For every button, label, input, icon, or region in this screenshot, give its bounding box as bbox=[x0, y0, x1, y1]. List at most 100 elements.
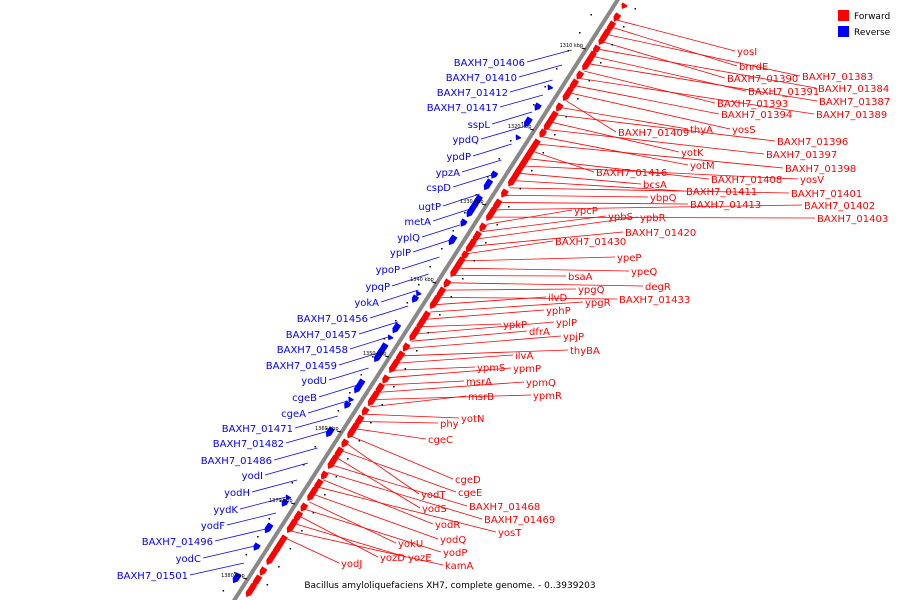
forward-gene-arrow bbox=[515, 158, 528, 176]
track-dot bbox=[383, 338, 386, 340]
label-leader-line bbox=[495, 204, 803, 211]
forward-gene-arrow bbox=[509, 178, 516, 186]
reverse-gene-label: BAXH7_01459 bbox=[266, 361, 337, 372]
track-dot bbox=[395, 320, 397, 322]
reverse-gene-arrow bbox=[325, 426, 335, 438]
track-dot bbox=[487, 176, 489, 178]
label-leader-line bbox=[406, 335, 562, 349]
legend-forward-swatch bbox=[838, 10, 849, 21]
forward-gene-label: bcsA bbox=[643, 180, 667, 191]
forward-gene-label: ypbS bbox=[608, 212, 633, 223]
reverse-gene-label: yydK bbox=[213, 505, 238, 516]
label-leader-line bbox=[264, 462, 308, 476]
label-leader-line bbox=[458, 267, 630, 272]
track-dot bbox=[508, 206, 510, 208]
forward-gene-label: ypmQ bbox=[526, 378, 556, 389]
forward-gene-label: ypmP bbox=[513, 364, 541, 375]
forward-gene-label: yodJ bbox=[341, 559, 362, 570]
label-leader-line bbox=[588, 63, 818, 102]
reverse-gene-arrow bbox=[523, 116, 533, 128]
reverse-gene-arrow bbox=[233, 572, 242, 583]
track-dot bbox=[450, 296, 453, 298]
tick-mark bbox=[384, 355, 389, 358]
label-leader-line bbox=[391, 273, 429, 287]
label-leader-line bbox=[514, 180, 685, 192]
forward-gene-arrow bbox=[436, 286, 447, 299]
forward-gene-label: ypgQ bbox=[578, 285, 605, 296]
tick-label-1330-kbp: 1330 kbp bbox=[460, 199, 484, 205]
reverse-gene-label: yokA bbox=[354, 298, 379, 309]
label-leader-line bbox=[365, 413, 460, 419]
reverse-gene-arrow bbox=[491, 170, 499, 179]
forward-gene-arrow bbox=[486, 214, 493, 222]
label-leader-line bbox=[430, 301, 584, 313]
reverse-gene-label: ypzA bbox=[436, 168, 461, 179]
forward-gene-label: BAXH7_01384 bbox=[818, 84, 889, 95]
track-dot bbox=[556, 68, 558, 70]
forward-gene-label: yodP bbox=[443, 548, 467, 559]
forward-gene-label: yodQ bbox=[440, 535, 466, 546]
tick-label-1340-kbp: 1340 kbp bbox=[410, 277, 434, 283]
label-leader-line bbox=[285, 430, 329, 444]
forward-gene-label: thyA bbox=[690, 125, 713, 136]
reverse-gene-label: ypoP bbox=[376, 265, 400, 276]
track-dot bbox=[404, 368, 407, 370]
track-dot bbox=[278, 566, 280, 568]
forward-gene-arrow bbox=[562, 94, 569, 102]
track-dot bbox=[590, 14, 593, 16]
label-leader-line bbox=[444, 288, 577, 291]
reverse-gene-label: ypdQ bbox=[453, 135, 480, 146]
label-leader-line bbox=[379, 381, 525, 393]
forward-gene-label: bnrdE bbox=[739, 62, 768, 73]
track-dot bbox=[222, 590, 225, 592]
label-leader-line bbox=[189, 562, 245, 576]
forward-gene-arrow bbox=[367, 394, 378, 407]
forward-gene-label: yosI bbox=[737, 47, 757, 58]
forward-gene-label: BAXH7_01403 bbox=[817, 214, 888, 225]
forward-gene-arrow bbox=[429, 302, 436, 310]
reverse-gene-label: BAXH7_01456 bbox=[297, 314, 368, 325]
track-dot bbox=[418, 284, 420, 286]
forward-gene-label: cgeC bbox=[428, 435, 453, 446]
forward-gene-arrow bbox=[361, 406, 370, 416]
track-dot bbox=[496, 224, 499, 226]
label-leader-line bbox=[401, 256, 440, 270]
label-leader-line bbox=[251, 479, 298, 493]
reverse-gene-arrow bbox=[547, 84, 554, 91]
track-dot bbox=[324, 494, 326, 496]
label-leader-line bbox=[486, 209, 573, 225]
reverse-gene-arrow bbox=[483, 184, 490, 191]
label-leader-line bbox=[432, 208, 471, 222]
reverse-gene-label: sspL bbox=[468, 120, 491, 131]
forward-gene-label: BAXH7_01387 bbox=[819, 97, 890, 108]
label-leader-line bbox=[285, 537, 340, 564]
label-leader-line bbox=[214, 528, 266, 542]
forward-gene-arrow bbox=[347, 428, 356, 439]
forward-gene-arrow bbox=[450, 270, 457, 278]
label-leader-line bbox=[523, 165, 799, 180]
track-dot bbox=[498, 158, 501, 160]
tick-mark bbox=[581, 47, 586, 50]
track-dot bbox=[462, 278, 464, 280]
tick-label-1310-kbp: 1310 kbp bbox=[560, 43, 584, 49]
track-dot bbox=[611, 44, 614, 46]
forward-gene-label: ypkP bbox=[503, 320, 527, 331]
forward-gene-arrow bbox=[259, 566, 268, 576]
reverse-gene-arrow bbox=[253, 542, 261, 551]
tick-mark bbox=[481, 203, 487, 206]
reverse-gene-label: BAXH7_01496 bbox=[142, 537, 213, 548]
track-dot bbox=[427, 332, 430, 334]
label-leader-line bbox=[616, 19, 736, 52]
label-leader-line bbox=[349, 336, 389, 350]
forward-gene-arrow bbox=[466, 244, 474, 252]
label-leader-line bbox=[481, 215, 607, 233]
track-dot bbox=[554, 134, 556, 136]
track-dot bbox=[475, 194, 478, 196]
label-leader-line bbox=[290, 530, 444, 566]
label-leader-line bbox=[467, 240, 554, 254]
label-leader-line bbox=[528, 158, 710, 180]
label-leader-line bbox=[383, 380, 465, 386]
reverse-gene-label: BAXH7_01482 bbox=[213, 439, 284, 450]
forward-gene-arrow bbox=[606, 20, 617, 33]
tick-mark bbox=[290, 502, 296, 505]
